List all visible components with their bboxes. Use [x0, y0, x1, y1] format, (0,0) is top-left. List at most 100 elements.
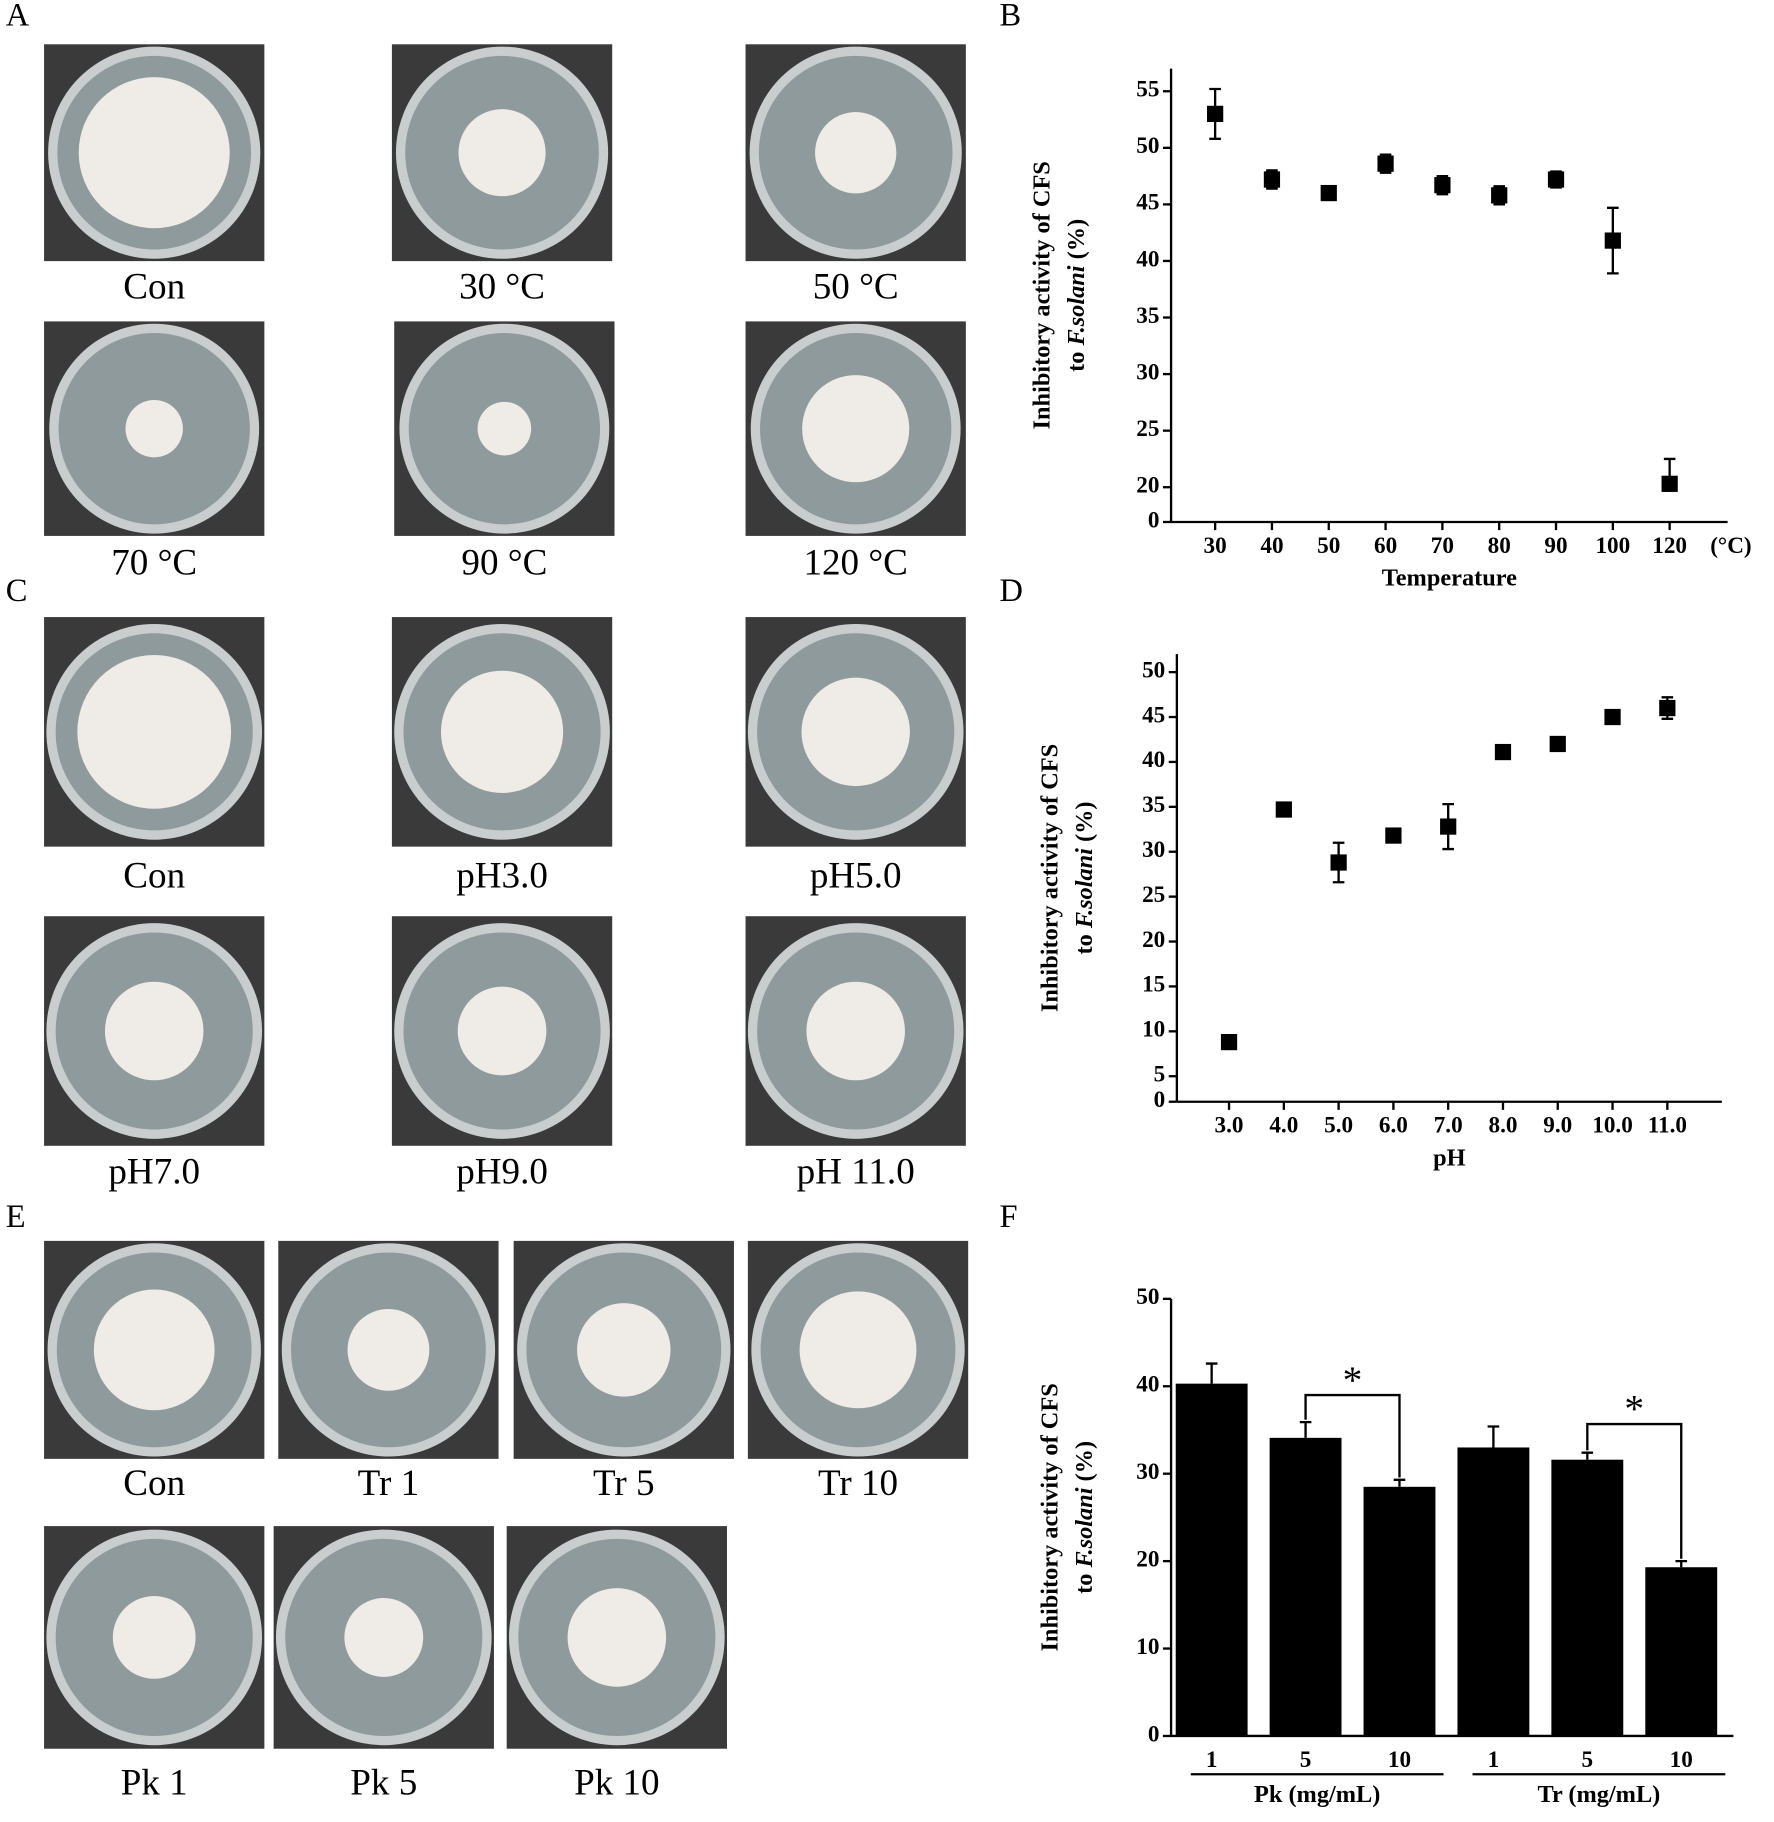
y-label-part: to [1063, 345, 1090, 371]
y-tick-label: 30 [1136, 1459, 1159, 1485]
y-tick-label: 0 [1148, 507, 1160, 533]
x-tick-label: 5.0 [1324, 1113, 1353, 1139]
x-tick-label: 10 [1670, 1747, 1693, 1773]
y-label-line: Inhibitory activity of CFS [1028, 161, 1055, 429]
photo-caption: 50 °C [813, 267, 899, 308]
x-tick-label: 40 [1260, 533, 1283, 559]
x-tick-label: 3.0 [1215, 1113, 1244, 1139]
error-bar [1675, 1559, 1688, 1568]
data-point [1275, 801, 1292, 818]
y-tick-label: 55 [1136, 77, 1159, 103]
colony [104, 981, 204, 1081]
data-point [1320, 184, 1337, 202]
panel-letter: E [6, 1199, 26, 1235]
petri-dish-photo [44, 321, 265, 536]
photo-caption: Pk 1 [121, 1762, 188, 1803]
panel-letter: C [6, 573, 28, 609]
colony [125, 399, 183, 458]
y-tick-label: 10 [1136, 1634, 1159, 1660]
petri-dish-photo [745, 321, 966, 536]
y-axis-label: Inhibitory activity of CFS to F.solani (%… [1028, 161, 1090, 429]
colony [567, 1588, 667, 1687]
colony [93, 1289, 215, 1411]
photo-caption: 90 °C [461, 543, 547, 584]
photo-caption: 70 °C [111, 543, 197, 584]
petri-dish-photo [44, 44, 265, 262]
error-bar [1487, 1425, 1500, 1448]
petri-dish-photo [44, 617, 265, 847]
x-tick-label: 4.0 [1269, 1113, 1298, 1139]
y-label-part: to [1071, 1568, 1098, 1594]
colony [806, 981, 905, 1081]
petri-dish-photo [44, 1526, 265, 1749]
y-label-part: to [1071, 928, 1098, 954]
petri-dish-photo [44, 1240, 265, 1459]
data-point [1434, 177, 1451, 194]
colony [815, 112, 897, 194]
data-point [1377, 155, 1394, 172]
petri-dish-photo [391, 916, 613, 1146]
colony [457, 986, 547, 1076]
x-tick-label: 1 [1488, 1747, 1500, 1773]
y-label-species: F.solani [1063, 265, 1090, 346]
petri-dish-photo [391, 44, 613, 262]
x-tick-label: 10.0 [1592, 1113, 1633, 1139]
colony [112, 1596, 196, 1679]
group-label: Pk (mg/mL) [1254, 1781, 1380, 1808]
photo-caption: Tr 10 [818, 1463, 898, 1504]
significance-bracket [1304, 1393, 1401, 1478]
data-point [1440, 818, 1457, 835]
y-tick-label: 50 [1142, 657, 1165, 683]
panel-letter: D [999, 573, 1022, 609]
photo-caption: Pk 10 [574, 1762, 660, 1803]
colony [78, 77, 230, 229]
photo-caption: Tr 5 [593, 1463, 655, 1504]
photo-caption: Con [123, 267, 185, 308]
data-point [1659, 699, 1676, 717]
x-tick-label: 5 [1582, 1747, 1594, 1773]
y-tick-label: 30 [1136, 359, 1159, 385]
panel-letter: B [999, 0, 1021, 34]
error-bar [1205, 1362, 1218, 1384]
y-label-line: Inhibitory activity of CFS [1036, 744, 1063, 1012]
data-point [1547, 171, 1565, 188]
x-tick-label: 8.0 [1488, 1113, 1517, 1139]
petri-dish-photo [278, 1240, 499, 1459]
x-tick-label: 70 [1431, 533, 1454, 559]
x-tick-label: 90 [1544, 533, 1567, 559]
x-tick-label: 100 [1595, 533, 1630, 559]
data-point [1549, 735, 1566, 753]
y-tick-label: 20 [1136, 1546, 1159, 1572]
petri-dish-photo [513, 1240, 734, 1459]
petri-dish-photo [394, 321, 615, 536]
x-tick-label: 9.0 [1543, 1113, 1572, 1139]
data-point [1263, 171, 1281, 188]
x-tick-label: 11.0 [1648, 1113, 1687, 1139]
y-tick-label: 45 [1136, 190, 1159, 216]
bar [1363, 1486, 1436, 1736]
y-tick-label: 15 [1142, 972, 1165, 998]
data-point [1385, 827, 1402, 844]
y-tick-label: 35 [1136, 303, 1159, 329]
colony [577, 1303, 671, 1397]
y-tick-label: 50 [1136, 133, 1159, 159]
x-tick-label: 120 [1652, 533, 1687, 559]
x-tick-label: 30 [1204, 533, 1227, 559]
x-tick-label: 7.0 [1434, 1113, 1463, 1139]
x-unit: (°C) [1710, 533, 1751, 559]
y-tick-label: 0 [1148, 1721, 1160, 1747]
x-tick-label: 60 [1374, 533, 1397, 559]
data-point [1207, 105, 1224, 123]
colony [477, 401, 532, 456]
data-point [1220, 1033, 1238, 1051]
y-tick-label: 20 [1142, 927, 1165, 953]
x-tick-label: 50 [1317, 533, 1340, 559]
photo-caption: Con [123, 856, 185, 897]
petri-dish-photo [745, 44, 966, 262]
y-label-part: (%) [1071, 801, 1098, 848]
y-tick-label: 40 [1136, 246, 1159, 272]
y-tick-label: 45 [1142, 702, 1165, 728]
photo-caption: pH 11.0 [797, 1151, 915, 1192]
colony [440, 670, 564, 793]
